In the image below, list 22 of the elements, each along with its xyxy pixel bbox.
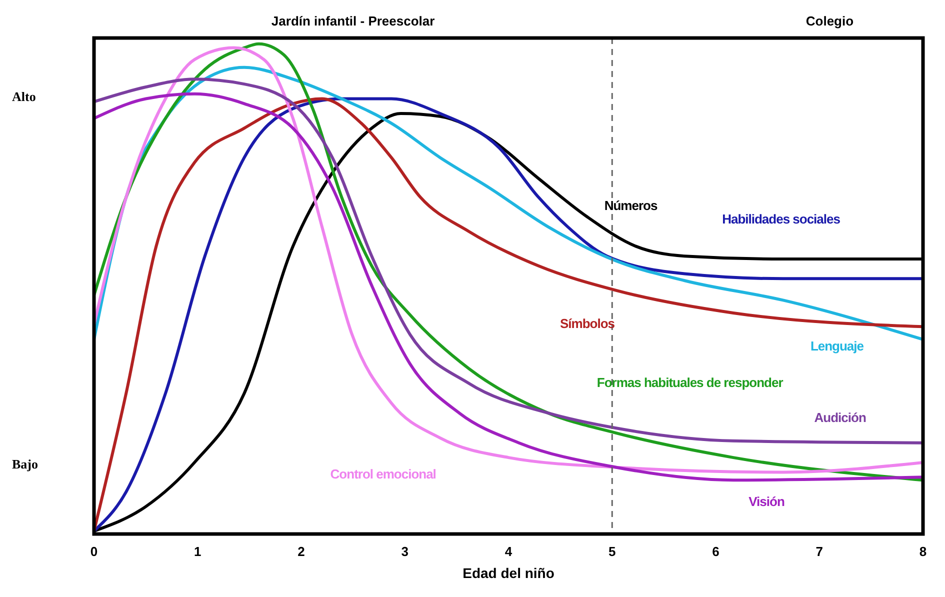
series-label: Símbolos <box>560 316 615 332</box>
x-tick-label: 5 <box>608 544 616 559</box>
text: Habilidades sociales <box>722 211 840 226</box>
series-label: Lenguaje <box>810 338 864 354</box>
x-tick-label: 3 <box>401 544 408 559</box>
x-tick-label: 1 <box>194 544 202 559</box>
text: Jardín infantil - Preescolar <box>271 13 435 28</box>
text: Control emocional <box>330 466 436 482</box>
x-tick-label: 6 <box>712 544 720 559</box>
x-tick-label: 4 <box>504 544 513 559</box>
text: Formas habituales de responder <box>596 374 784 390</box>
text: Colegio <box>806 13 854 28</box>
x-tick-label: 8 <box>919 544 927 559</box>
text: Alto <box>12 88 36 104</box>
series-label: Audición <box>814 410 866 425</box>
x-axis-title: Edad del niño <box>462 565 554 581</box>
x-tick-label: 2 <box>298 544 305 559</box>
x-tick-label: 7 <box>816 544 823 559</box>
series-label: Números <box>604 198 658 214</box>
x-tick-label: 0 <box>90 544 98 559</box>
series-label: Visión <box>748 494 785 510</box>
text: Bajo <box>12 456 38 472</box>
